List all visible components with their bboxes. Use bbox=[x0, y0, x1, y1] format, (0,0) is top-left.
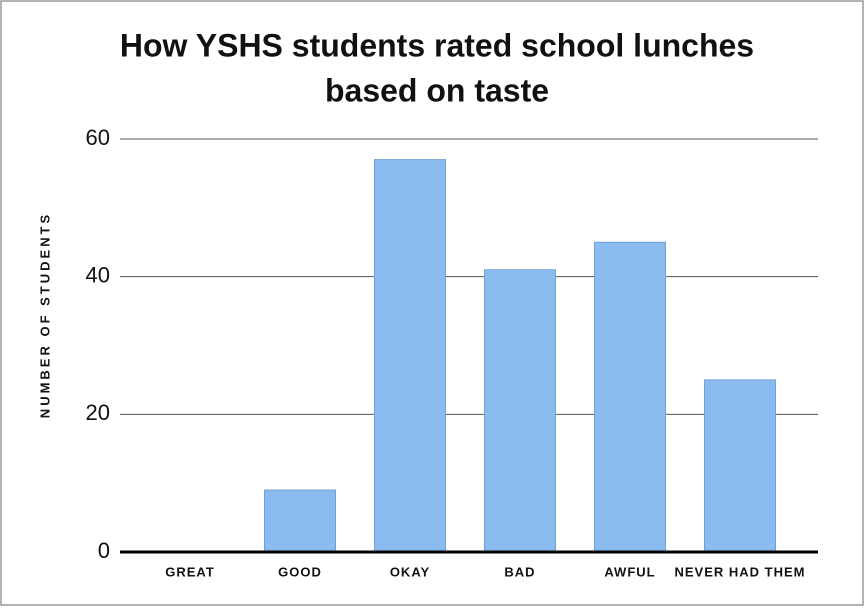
chart-title: based on taste bbox=[325, 72, 549, 108]
y-axis-label: NUMBER OF STUDENTS bbox=[37, 212, 52, 418]
bar bbox=[704, 379, 776, 553]
bar bbox=[374, 159, 446, 553]
y-tick-label: 60 bbox=[86, 125, 110, 150]
y-tick-label: 40 bbox=[86, 262, 110, 287]
x-tick-label: AWFUL bbox=[604, 564, 655, 579]
bar bbox=[594, 241, 666, 553]
y-tick-label: 20 bbox=[86, 400, 110, 425]
chart-title: How YSHS students rated school lunches bbox=[120, 27, 754, 63]
x-tick-label: NEVER HAD THEM bbox=[674, 564, 805, 579]
x-tick-label: GREAT bbox=[165, 564, 215, 579]
x-tick-label: OKAY bbox=[390, 564, 430, 579]
y-tick-label: 0 bbox=[98, 538, 110, 563]
bar bbox=[484, 269, 556, 553]
x-tick-label: GOOD bbox=[278, 564, 322, 579]
bar bbox=[264, 489, 336, 553]
x-tick-label: BAD bbox=[504, 564, 535, 579]
